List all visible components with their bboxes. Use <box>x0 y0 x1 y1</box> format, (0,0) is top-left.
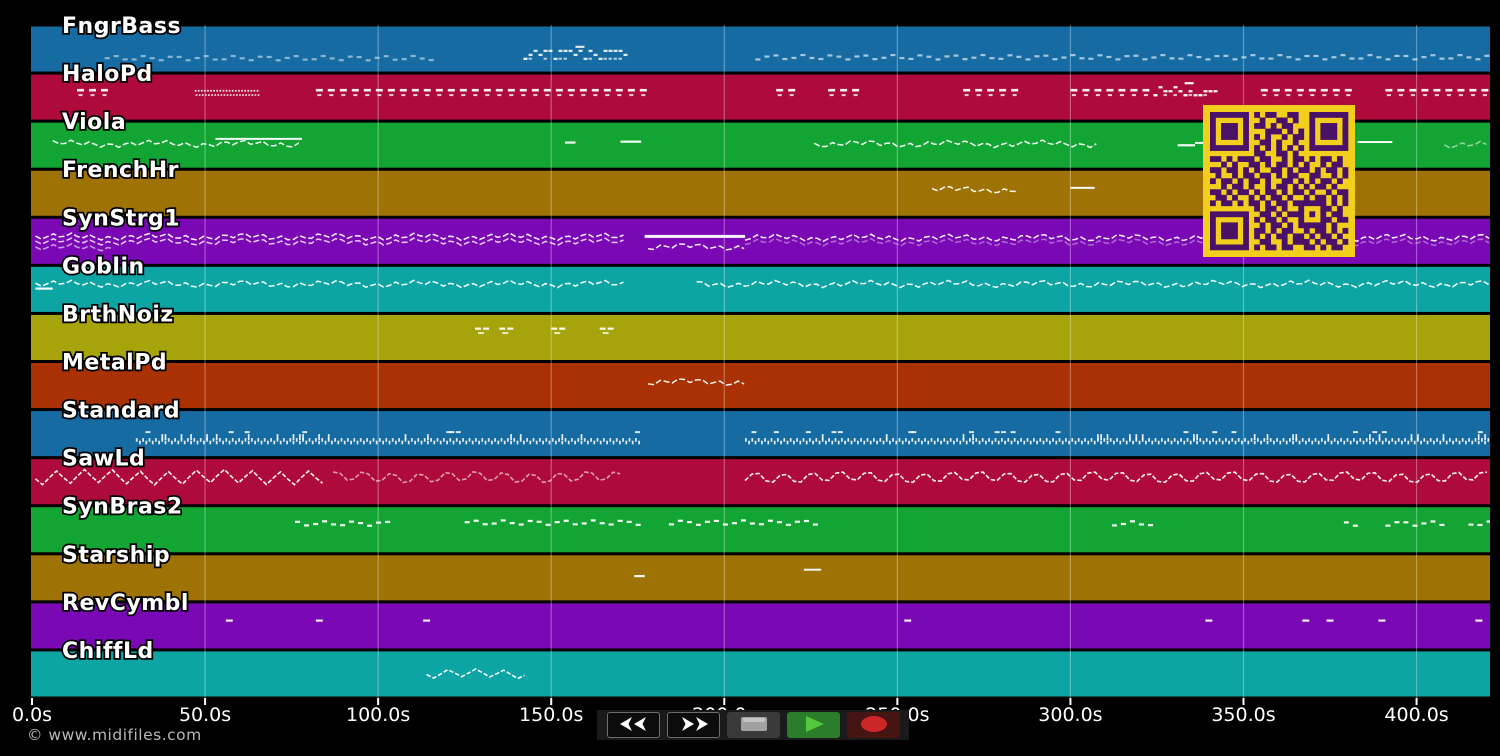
track-notes-revcymbl <box>225 619 1483 622</box>
qr-code <box>1203 105 1355 257</box>
track-band-chiffld <box>31 651 1490 697</box>
record-icon <box>858 714 890 737</box>
fast-forward-icon <box>676 715 712 736</box>
track-notes-synbras2 <box>295 519 1490 527</box>
track-notes-chiffld <box>426 668 525 680</box>
play-icon <box>799 714 829 737</box>
track-label-synbras2: SynBras2 <box>62 495 183 520</box>
track-label-sawld: SawLd <box>62 447 145 472</box>
time-tick-label: 100.0s <box>346 704 410 726</box>
time-tick-label: 300.0s <box>1038 704 1102 726</box>
track-notes-halopd <box>76 82 1489 97</box>
track-label-fngrbass: FngrBass <box>62 14 181 39</box>
track-band-goblin <box>31 266 1490 312</box>
track-label-revcymbl: RevCymbl <box>62 591 189 616</box>
time-tick-label: 350.0s <box>1211 704 1275 726</box>
track-label-synstrg1: SynStrg1 <box>62 206 180 231</box>
track-label-chiffld: ChiffLd <box>62 639 154 664</box>
track-band-metalpd <box>31 363 1490 409</box>
time-tick-label: 50.0s <box>179 704 231 726</box>
track-notes-starship <box>634 568 822 578</box>
track-label-viola: Viola <box>62 110 126 135</box>
transport-bar <box>597 710 909 740</box>
track-band-starship <box>31 555 1490 601</box>
copyright-notice: © www.midifiles.com <box>27 726 202 744</box>
fast-forward-button[interactable] <box>667 712 720 738</box>
track-band-synbras2 <box>31 507 1490 553</box>
track-notes-standard <box>135 431 1490 445</box>
track-band-brthnoiz <box>31 314 1490 360</box>
track-label-goblin: Goblin <box>62 254 145 279</box>
track-notes-sawld <box>34 468 1488 486</box>
track-notes-goblin <box>35 279 1489 290</box>
track-label-standard: Standard <box>62 399 180 424</box>
time-tick-label: 150.0s <box>519 704 583 726</box>
track-band-standard <box>31 411 1490 457</box>
time-tick-label: 400.0s <box>1384 704 1448 726</box>
track-band-sawld <box>31 459 1490 505</box>
track-label-brthnoiz: BrthNoiz <box>62 302 174 327</box>
rewind-icon <box>616 715 652 736</box>
track-notes-synstrg1 <box>35 232 1490 252</box>
track-notes-brthnoiz <box>475 327 614 335</box>
stop-icon <box>739 715 769 736</box>
track-label-halopd: HaloPd <box>62 62 153 87</box>
rewind-button[interactable] <box>607 712 660 738</box>
record-button[interactable] <box>847 712 900 738</box>
track-notes-fngrbass <box>104 45 1490 62</box>
track-notes-frenchhr <box>931 185 1095 194</box>
time-tick-label: 0.0s <box>12 704 52 726</box>
track-band-fngrbass <box>31 26 1490 72</box>
track-label-metalpd: MetalPd <box>62 351 167 376</box>
play-button[interactable] <box>787 712 840 738</box>
track-notes-metalpd <box>648 378 745 386</box>
track-band-revcymbl <box>31 603 1490 649</box>
track-label-starship: Starship <box>62 543 170 568</box>
stop-button[interactable] <box>727 712 780 738</box>
track-label-frenchhr: FrenchHr <box>62 158 179 183</box>
